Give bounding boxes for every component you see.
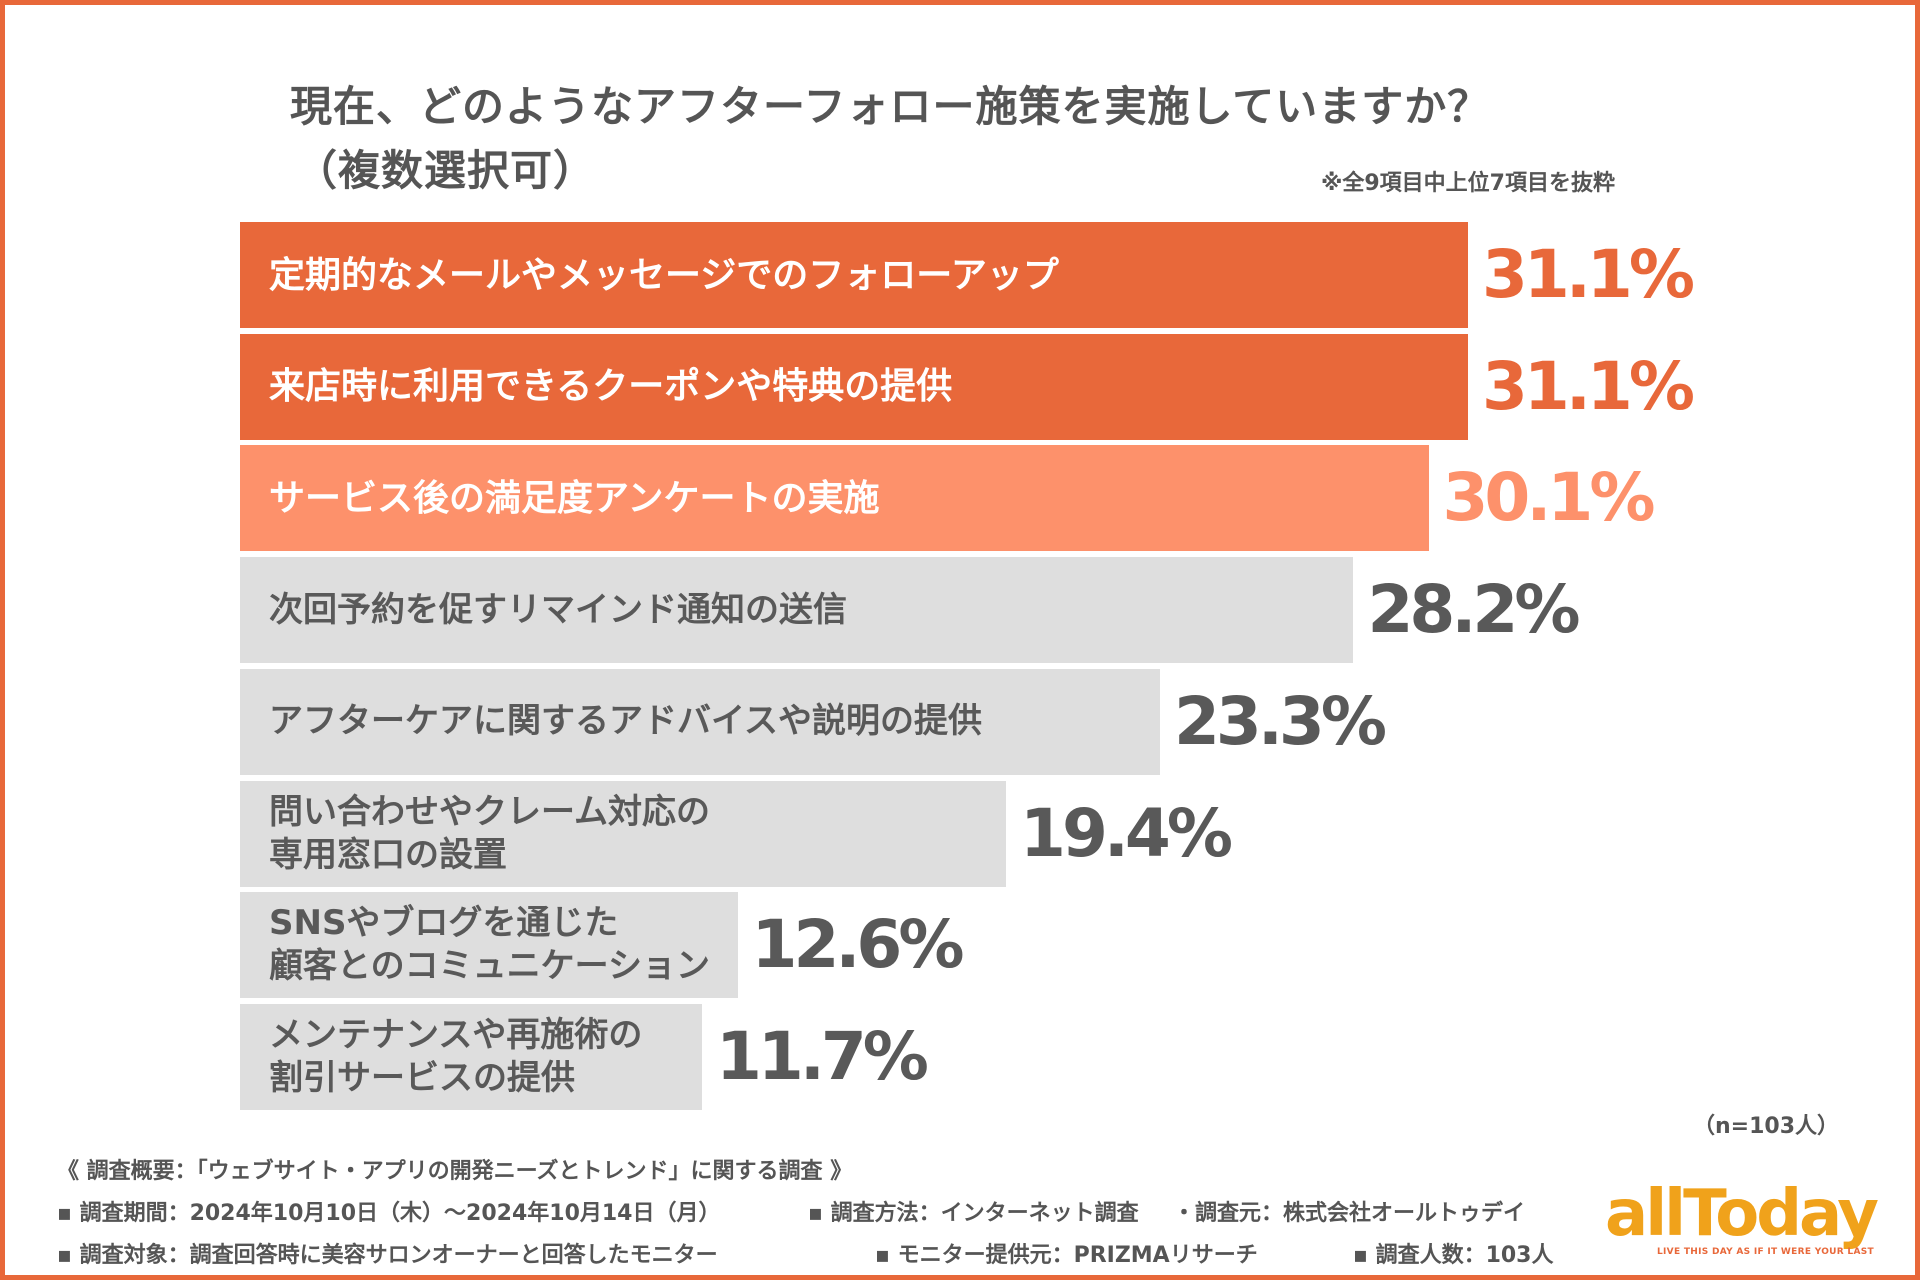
category-label-line: 顧客とのコミュニケーション [269, 946, 710, 987]
logo-tagline: LIVE THIS DAY AS IF IT WERE YOUR LAST [1657, 1247, 1874, 1257]
bar [240, 445, 1429, 552]
bar [240, 222, 1468, 328]
category-label-line: 問い合わせやクレーム対応の [269, 791, 710, 832]
category-label: SNSやブログを通じた 顧客とのコミュニケーション [269, 902, 710, 988]
category-label-line: サービス後の満足度アンケートの実施 [269, 477, 880, 519]
bar-chart: 定期的なメールやメッセージでのフォローアップ 31.1% 来店時に利用できるクーポン… [5, 5, 1920, 1285]
chart-title: 現在、どのようなアフターフォロー施策を実施していますか？ [290, 82, 1491, 131]
value-label: 28.2% [1367, 571, 1580, 649]
bar [240, 557, 1354, 664]
category-label: 来店時に利用できるクーポンや特典の提供 [269, 365, 952, 408]
alltoday-logo: allToday LIVE THIS DAY AS IF IT WERE YOU… [1605, 1177, 1905, 1265]
survey-source: ・調査元：株式会社オールトゥデイ [1173, 1201, 1526, 1226]
category-label: アフターケアに関するアドバイスや説明の提供 [269, 700, 982, 743]
value-label: 31.1% [1482, 236, 1695, 313]
bar [240, 1003, 702, 1110]
category-label-line: メンテナンスや再施術の [269, 1014, 643, 1055]
value-label: 23.3% [1174, 682, 1387, 760]
category-label-line: SNSやブログを通じた [269, 903, 619, 944]
category-label: 定期的なメールやメッセージでのフォローアップ [269, 254, 1059, 297]
category-label-line: 定期的なメールやメッセージでのフォローアップ [269, 254, 1059, 296]
excerpt-note: ※全9項目中上位7項目を抜粋 [1320, 171, 1615, 196]
survey-target: ▪ 調査対象：調査回答時に美容サロンオーナーと回答したモニター [57, 1243, 718, 1268]
category-label: 問い合わせやクレーム対応の 専用窓口の設置 [269, 791, 710, 877]
survey-count: ▪ 調査人数：103人 [1353, 1243, 1554, 1268]
category-label: サービス後の満足度アンケートの実施 [269, 477, 880, 520]
value-label: 12.6% [751, 906, 965, 984]
category-label-line: 次回予約を促すリマインド通知の送信 [269, 589, 847, 630]
value-label: 11.7% [715, 1017, 929, 1095]
bar [240, 780, 1007, 887]
bar [240, 668, 1160, 775]
sample-size: （n=103人） [1693, 1114, 1840, 1139]
bar [240, 892, 738, 999]
value-label: 31.1% [1482, 347, 1695, 425]
logo-wordmark: allToday [1605, 1177, 1879, 1251]
monitor-provider: ▪ モニター提供元：PRIZMAリサーチ [875, 1243, 1258, 1268]
category-label-line: アフターケアに関するアドバイスや説明の提供 [269, 701, 982, 742]
survey-summary: 《 調査概要：「ウェブサイト・アプリの開発ニーズとトレンド」に関する調査 》 [57, 1159, 853, 1184]
chart-subtitle: （複数選択可） [295, 146, 597, 195]
survey-period: ▪ 調査期間：2024年10月10日（木）～2024年10月14日（月） [57, 1201, 721, 1226]
category-label: メンテナンスや再施術の 割引サービスの提供 [269, 1014, 642, 1100]
category-label: 次回予約を促すリマインド通知の送信 [269, 589, 847, 632]
bar [240, 333, 1468, 440]
value-label: 30.1% [1442, 459, 1656, 537]
value-label: 19.4% [1020, 794, 1233, 872]
category-label-line: 専用窓口の設置 [269, 834, 507, 875]
category-label-line: 来店時に利用できるクーポンや特典の提供 [269, 366, 953, 408]
category-label-line: 割引サービスの提供 [269, 1057, 575, 1098]
survey-method: ▪ 調査方法：インターネット調査 [808, 1201, 1139, 1226]
